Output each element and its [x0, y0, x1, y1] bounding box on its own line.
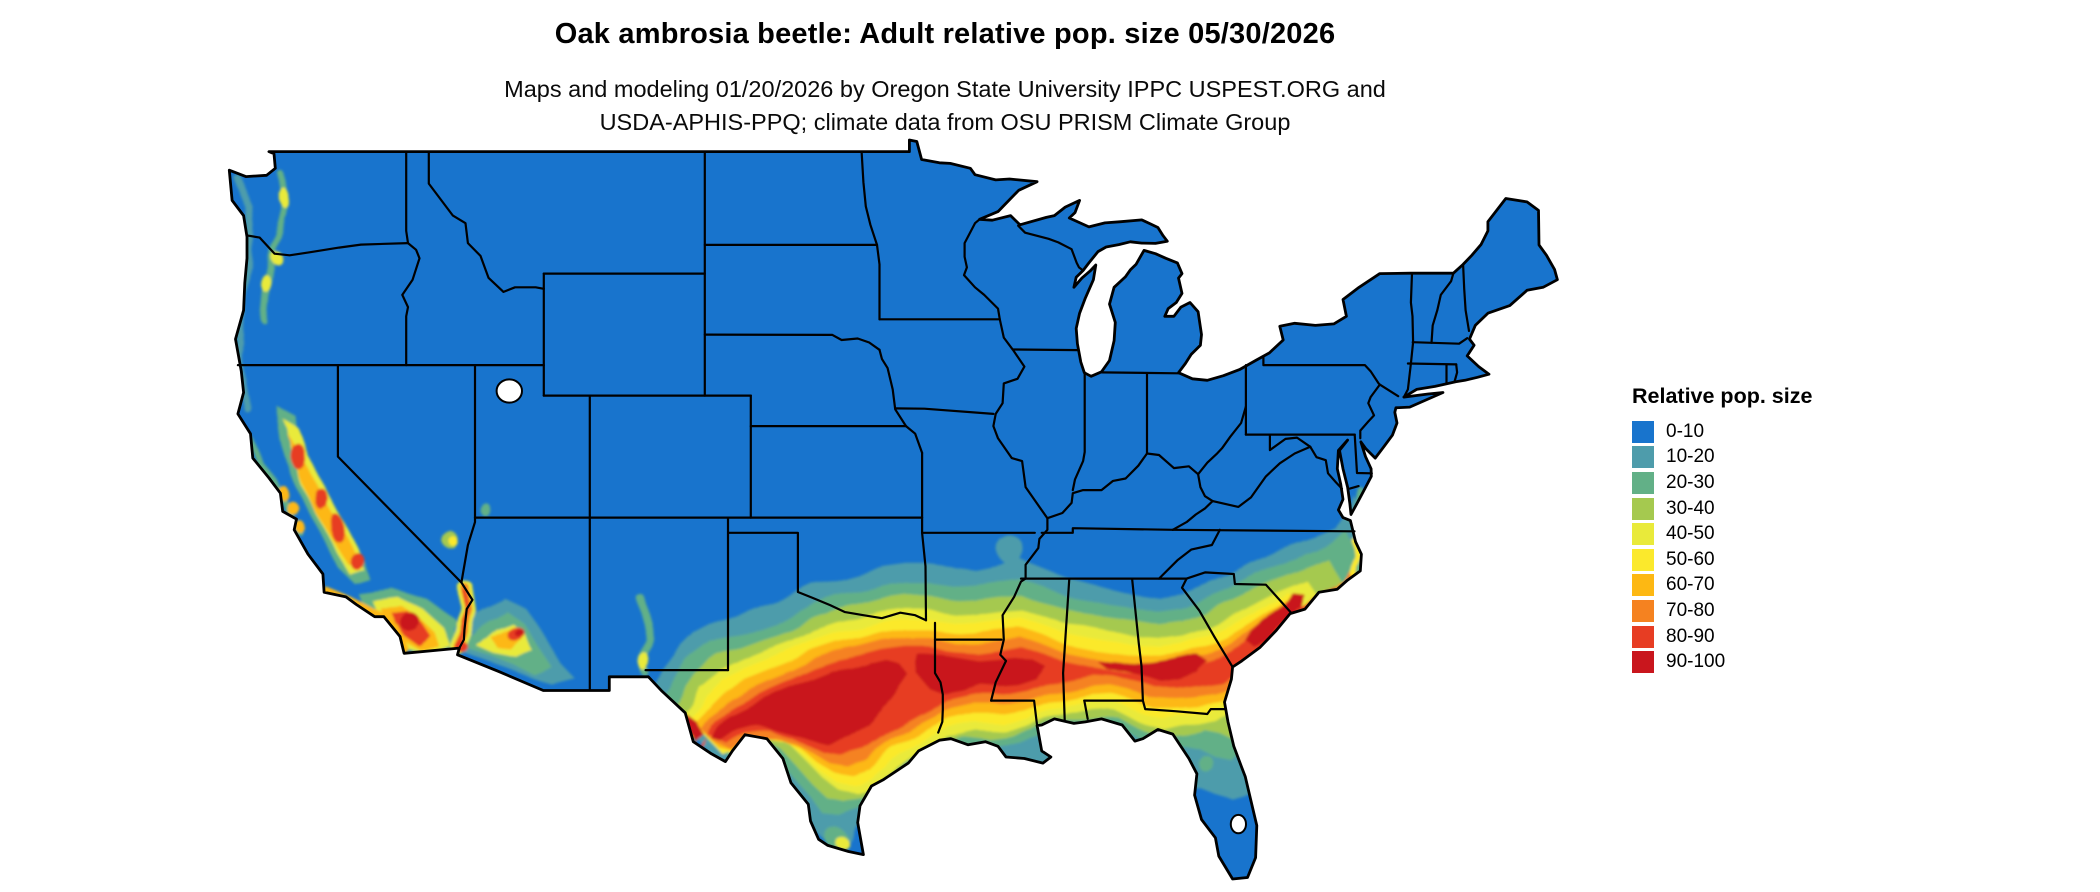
legend-label: 0-10 [1666, 420, 1705, 442]
legend-label: 80-90 [1666, 625, 1715, 647]
legend-swatch-40-50 [1632, 523, 1654, 546]
map-lakes [495, 378, 1248, 835]
legend-swatch-10-20 [1632, 446, 1654, 469]
legend-title: Relative pop. size [1632, 384, 1813, 408]
legend-swatch-70-80 [1632, 599, 1654, 622]
legend-label: 10-20 [1666, 446, 1715, 468]
legend-swatch-60-70 [1632, 574, 1654, 597]
legend-entry-20-30: 20-30 [1632, 470, 1812, 496]
subtitle-line-1: Maps and modeling 01/20/2026 by Oregon S… [504, 76, 1386, 102]
legend-entry-70-80: 70-80 [1632, 598, 1812, 624]
map-state-borders [236, 150, 1471, 734]
legend-entry-80-90: 80-90 [1632, 624, 1812, 650]
page-title: Oak ambrosia beetle: Adult relative pop.… [554, 18, 1336, 50]
page-subtitle: Maps and modeling 01/20/2026 by Oregon S… [0, 73, 1890, 139]
map-raster-bands [232, 171, 1376, 849]
legend: Relative pop. size 0-10 10-20 20-30 30-40 40… [1632, 384, 1812, 675]
subtitle-line-2: USDA-APHIS-PPQ; climate data from OSU PR… [599, 109, 1291, 135]
legend-entries: 0-10 10-20 20-30 30-40 40-50 50-60 60-70 70-80 8… [1632, 419, 1812, 675]
us-map [227, 138, 1559, 881]
legend-entry-0-10: 0-10 [1632, 419, 1812, 445]
legend-entry-40-50: 40-50 [1632, 521, 1812, 547]
legend-swatch-90-100 [1632, 651, 1654, 674]
legend-swatch-20-30 [1632, 471, 1654, 494]
title-block: Oak ambrosia beetle: Adult relative pop.… [0, 0, 1890, 139]
legend-entry-10-20: 10-20 [1632, 445, 1812, 471]
legend-label: 50-60 [1666, 548, 1715, 570]
legend-label: 40-50 [1666, 523, 1715, 545]
legend-swatch-0-10 [1632, 420, 1654, 443]
legend-swatch-50-60 [1632, 548, 1654, 571]
map-outline [227, 138, 1559, 881]
legend-entry-30-40: 30-40 [1632, 496, 1812, 522]
legend-label: 60-70 [1666, 574, 1715, 596]
legend-entry-90-100: 90-100 [1632, 649, 1812, 675]
legend-entry-60-70: 60-70 [1632, 573, 1812, 599]
legend-entry-50-60: 50-60 [1632, 547, 1812, 573]
legend-label: 20-30 [1666, 471, 1715, 493]
legend-label: 30-40 [1666, 497, 1715, 519]
legend-swatch-80-90 [1632, 625, 1654, 648]
legend-label: 70-80 [1666, 599, 1715, 621]
legend-swatch-30-40 [1632, 497, 1654, 520]
map-clip-group [229, 140, 1558, 879]
legend-label: 90-100 [1666, 651, 1726, 673]
